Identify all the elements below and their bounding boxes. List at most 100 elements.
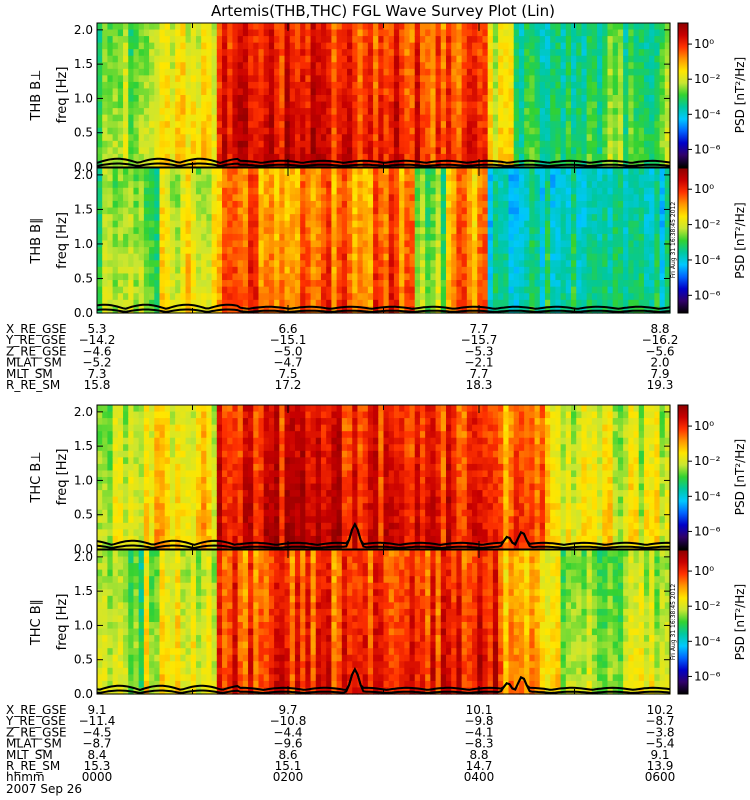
heatmap-cell: [159, 200, 166, 209]
heatmap-cell: [576, 147, 583, 155]
heatmap-cell: [539, 181, 546, 189]
heatmap-cell: [154, 36, 161, 44]
heatmap-cell: [305, 29, 312, 37]
heatmap-cell: [508, 280, 515, 288]
heatmap-cell: [440, 181, 447, 189]
heatmap-cell: [477, 299, 484, 308]
heatmap-cell: [393, 207, 400, 215]
heatmap-cell: [206, 247, 213, 255]
heatmap-cell: [154, 95, 161, 103]
heatmap-cell: [550, 194, 556, 202]
heatmap-cell: [591, 299, 598, 308]
heatmap-cell: [341, 62, 348, 70]
heatmap-cell: [404, 266, 411, 275]
heatmap-cell: [638, 23, 645, 31]
heatmap-cell: [133, 194, 140, 202]
heatmap-cell: [472, 29, 478, 37]
heatmap-cell: [373, 174, 379, 182]
heatmap-cell: [315, 81, 322, 90]
heatmap-cell: [659, 280, 666, 288]
heatmap-cell: [248, 181, 254, 189]
heatmap-cell: [300, 168, 306, 176]
heatmap-cell: [393, 147, 400, 155]
heatmap-cell: [649, 240, 655, 248]
heatmap-cell: [284, 181, 291, 189]
heatmap-cell: [123, 207, 129, 215]
heatmap-cell: [315, 299, 322, 308]
heatmap-cell: [232, 280, 239, 288]
heatmap-cell: [659, 160, 666, 168]
heatmap-cell: [180, 299, 187, 308]
heatmap-cell: [617, 75, 624, 83]
heatmap-cell: [435, 153, 442, 162]
heatmap-cell: [274, 280, 280, 288]
heatmap-cell: [185, 153, 192, 162]
heatmap-cell: [326, 49, 333, 57]
heatmap-cell: [341, 147, 348, 155]
heatmap-cell: [341, 260, 348, 268]
heatmap-cell: [300, 88, 306, 96]
heatmap-cell: [378, 273, 385, 281]
heatmap-cell: [607, 127, 614, 135]
heatmap-cell: [446, 147, 452, 155]
heatmap-cell: [581, 220, 588, 228]
heatmap-cell: [399, 36, 405, 44]
heatmap-cell: [373, 101, 379, 109]
heatmap-cell: [446, 286, 452, 294]
heatmap-cell: [175, 260, 181, 268]
heatmap-cell: [97, 405, 103, 413]
heatmap-cell: [638, 253, 645, 261]
heatmap-cell: [133, 75, 140, 83]
heatmap-cell: [393, 114, 400, 122]
heatmap-cell: [222, 286, 228, 294]
heatmap-cell: [383, 127, 390, 135]
heatmap-cell: [362, 75, 369, 83]
heatmap-cell: [294, 29, 301, 37]
heatmap-cell: [591, 181, 598, 189]
heatmap-cell: [242, 247, 249, 255]
heatmap-cell: [227, 114, 234, 122]
heatmap-cell: [294, 147, 301, 155]
heatmap-cell: [331, 233, 338, 242]
heatmap-cell: [409, 233, 416, 242]
heatmap-cell: [331, 260, 338, 268]
heatmap-cell: [586, 68, 593, 76]
heatmap-cell: [331, 95, 338, 103]
heatmap-cell: [597, 187, 603, 195]
heatmap-cell: [654, 247, 661, 255]
heatmap-cell: [367, 174, 374, 182]
heatmap-cell: [138, 194, 145, 202]
heatmap-cell: [190, 121, 197, 129]
heatmap-cell: [326, 168, 333, 176]
heatmap-cell: [123, 200, 129, 209]
heatmap-cell: [414, 127, 421, 135]
heatmap-cell: [498, 121, 504, 129]
heatmap-cell: [508, 108, 515, 116]
heatmap-cell: [482, 134, 489, 142]
heatmap-cell: [201, 140, 207, 148]
heatmap-cell: [258, 214, 265, 222]
heatmap-cell: [383, 55, 390, 63]
heatmap-cell: [477, 273, 484, 281]
heatmap-cell: [180, 168, 187, 176]
heatmap-cell: [654, 306, 661, 314]
heatmap-cell: [248, 187, 254, 195]
heatmap-cell: [404, 253, 411, 261]
heatmap-cell: [294, 134, 301, 142]
heatmap-cell: [571, 168, 577, 176]
heatmap-cell: [430, 181, 437, 189]
heatmap-cell: [498, 280, 504, 288]
heatmap-cell: [409, 187, 416, 195]
heatmap-cell: [138, 121, 145, 129]
heatmap-cell: [263, 187, 270, 195]
heatmap-cell: [133, 49, 140, 57]
heatmap-cell: [97, 233, 103, 242]
heatmap-cell: [300, 108, 306, 116]
heatmap-cell: [102, 535, 109, 544]
heatmap-cell: [320, 273, 327, 281]
heatmap-cell: [253, 62, 260, 70]
heatmap-cell: [352, 127, 359, 135]
heatmap-cell: [638, 88, 645, 96]
heatmap-cell: [185, 36, 192, 44]
heatmap-cell: [393, 233, 400, 242]
